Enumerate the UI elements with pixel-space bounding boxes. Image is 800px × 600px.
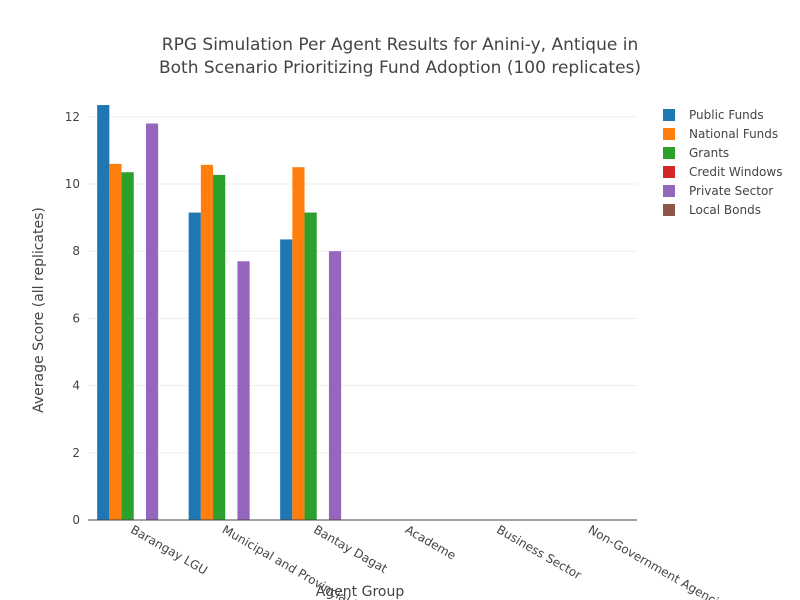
legend-label: Credit Windows <box>689 165 782 179</box>
legend-swatch <box>663 109 675 121</box>
bar <box>121 172 134 521</box>
x-tick-label: Barangay LGU <box>128 522 210 577</box>
bar <box>97 105 110 520</box>
bar <box>280 239 293 520</box>
legend-label: Public Funds <box>689 108 764 122</box>
legend-swatch <box>663 128 675 140</box>
chart-title-line-1: RPG Simulation Per Agent Results for Ani… <box>162 35 638 55</box>
legend-swatch <box>663 147 675 159</box>
legend-swatch <box>663 204 675 216</box>
bar <box>328 251 342 520</box>
legend: Public Funds National Funds Grants Credit W… <box>663 108 782 217</box>
legend-label: Local Bonds <box>689 203 761 217</box>
bar <box>145 123 159 521</box>
x-tick-label: Bantay Dagat <box>311 522 390 575</box>
bar <box>237 261 250 520</box>
bar <box>304 212 317 520</box>
bar <box>188 212 201 520</box>
y-tick-label: 10 <box>65 177 80 191</box>
y-axis-title: Average Score (all replicates) <box>31 207 47 413</box>
y-tick-label: 4 <box>72 379 80 393</box>
x-tick-label: Business Sector <box>494 522 584 582</box>
y-tick-labels: 0 2 4 6 8 10 12 <box>65 110 80 527</box>
chart-title-line-2: Both Scenario Prioritizing Fund Adoption… <box>159 58 641 78</box>
bar <box>200 164 214 520</box>
legend-label: National Funds <box>689 127 778 141</box>
y-tick-label: 0 <box>72 513 80 527</box>
bar <box>109 163 122 520</box>
y-tick-label: 2 <box>72 446 80 460</box>
x-axis-title: Agent Group <box>316 584 405 600</box>
y-tick-label: 12 <box>65 110 80 124</box>
x-tick-label: Academe <box>403 522 459 562</box>
legend-label: Private Sector <box>689 184 773 198</box>
legend-swatch <box>663 166 675 178</box>
legend-swatch <box>663 185 675 197</box>
legend-label: Grants <box>689 146 729 160</box>
x-tick-label: Non-Government Agencies <box>586 522 733 600</box>
y-tick-label: 6 <box>72 311 80 325</box>
bar <box>213 174 226 521</box>
y-tick-label: 8 <box>72 244 80 258</box>
x-tick-labels: Barangay LGU Municipal and Provincial LGU… <box>128 522 733 600</box>
gridlines <box>88 116 637 454</box>
bar <box>292 167 305 520</box>
bars <box>97 105 342 521</box>
